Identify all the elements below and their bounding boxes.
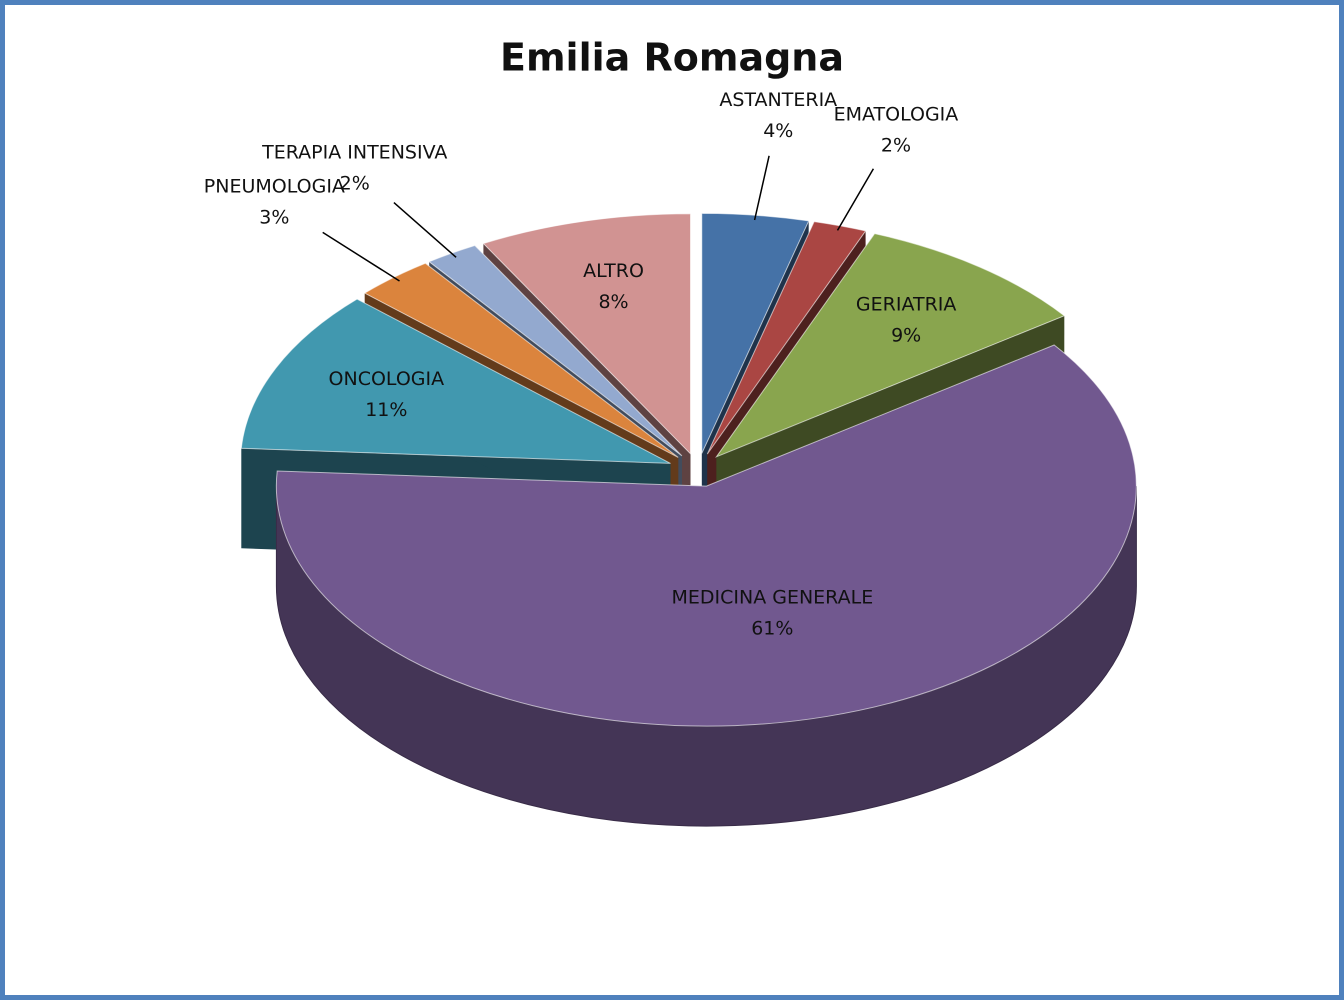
slice-value-label: 61% [751, 617, 793, 639]
slice-label: MEDICINA GENERALE [671, 586, 873, 608]
slice [240, 298, 671, 464]
slice-value-label: 3% [259, 206, 289, 228]
slice-label: TERAPIA INTENSIVA [261, 142, 447, 164]
slice-label: ALTRO [583, 260, 644, 282]
slice-label: EMATOLOGIA [834, 103, 959, 125]
slice [275, 344, 1137, 727]
slice-label: PNEUMOLOGIA [204, 175, 345, 197]
slice-label: ASTANTERIA [719, 89, 837, 111]
slice [715, 233, 1066, 458]
slice-value-label: 4% [763, 120, 793, 142]
chart-title: Emilia Romagna [500, 36, 844, 80]
slice-value-label: 11% [365, 399, 407, 421]
leader-line [322, 231, 400, 282]
leader-line [393, 202, 457, 258]
slice-label: GERIATRIA [856, 294, 956, 316]
leader-line [753, 155, 770, 221]
slice [482, 213, 691, 456]
slice [275, 344, 1137, 827]
slice-label: ONCOLOGIA [329, 368, 445, 390]
slice-value-label: 2% [881, 134, 911, 156]
slice-value-label: 8% [598, 291, 628, 313]
slice-value-label: 2% [340, 173, 370, 195]
leader-line [836, 168, 875, 231]
slice-value-label: 9% [891, 325, 921, 347]
